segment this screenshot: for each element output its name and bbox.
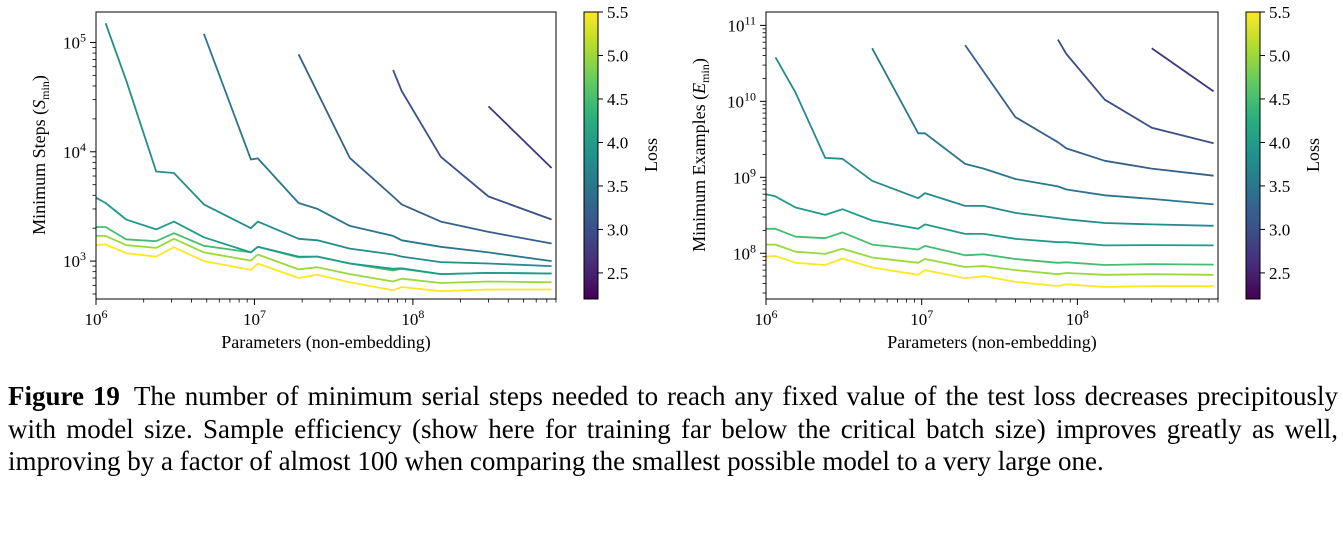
steps-chart: 106 107 108 103 104 105 Parameters (non-embed… [29, 3, 661, 353]
steps-colorbar-ticks: 2.5 3.0 3.5 4.0 4.5 5.0 5.5 [598, 3, 628, 283]
examples-y-label-main: Minimum Examples ( [689, 94, 710, 252]
examples-series-line-6 [964, 44, 1214, 177]
steps-axis-ticks: 106 107 108 103 104 105 [63, 30, 557, 329]
examples-colorbar-label: Loss [1303, 138, 1323, 172]
steps-y-label-end: ) [29, 75, 50, 81]
steps-y-label-sub: min [38, 81, 52, 100]
steps-plot-frame [95, 11, 557, 300]
figure-number: Figure 19 [8, 381, 120, 411]
examples-plot-frame [765, 11, 1219, 300]
steps-y-label-main: Minimum Steps ( [29, 109, 50, 235]
examples-chart: 106 107 108 108 109 1010 1011 Parameters (non-… [689, 3, 1323, 353]
steps-series-line-1 [96, 234, 552, 284]
steps-y-label-symbol: S [29, 100, 49, 109]
figure-panels: 106 107 108 103 104 105 Parameters (non-embed… [29, 3, 1323, 353]
examples-x-tick-label-1: 107 [910, 307, 933, 329]
examples-colorbar-tick-label-1: 3.0 [1269, 220, 1290, 239]
examples-series-line-1 [766, 243, 1214, 276]
steps-y-tick-label-0: 103 [63, 249, 86, 271]
examples-colorbar-ticks: 2.5 3.0 3.5 4.0 4.5 5.0 5.5 [1260, 3, 1290, 283]
examples-colorbar-tick-label-0: 2.5 [1269, 264, 1290, 283]
steps-series-line-7 [392, 69, 552, 221]
examples-colorbar: 2.5 3.0 3.5 4.0 4.5 5.0 5.5 Loss [1245, 3, 1323, 300]
steps-colorbar-tick-label-3: 4.0 [607, 133, 628, 152]
examples-colorbar-tick-label-3: 4.0 [1269, 133, 1290, 152]
examples-colorbar-gradient [1245, 11, 1261, 300]
steps-colorbar: 2.5 3.0 3.5 4.0 4.5 5.0 5.5 Loss [583, 3, 661, 300]
steps-series-line-4 [104, 22, 552, 267]
steps-series-line-2 [96, 226, 552, 276]
steps-colorbar-label: Loss [641, 138, 661, 172]
examples-y-tick-label-2: 1010 [727, 89, 756, 111]
steps-y-tick-label-1: 104 [63, 140, 86, 162]
examples-x-axis-label: Parameters (non-embedding) [887, 332, 1096, 353]
examples-colorbar-tick-label-4: 4.5 [1269, 90, 1290, 109]
steps-x-tick-label-2: 108 [401, 307, 424, 329]
steps-colorbar-gradient [583, 11, 599, 300]
examples-series-line-8 [1151, 47, 1215, 93]
steps-x-tick-label-0: 106 [85, 307, 108, 329]
examples-y-tick-label-0: 108 [733, 241, 756, 263]
examples-colorbar-tick-label-6: 5.5 [1269, 3, 1290, 22]
examples-y-label-symbol: E [689, 83, 709, 95]
steps-colorbar-tick-label-2: 3.5 [607, 177, 628, 196]
examples-series-group [765, 39, 1215, 288]
examples-series-line-7 [1057, 39, 1214, 145]
steps-x-axis-label: Parameters (non-embedding) [221, 332, 430, 353]
steps-y-tick-label-2: 105 [63, 30, 86, 52]
examples-y-axis-label: Minimum Examples (Emin) [689, 58, 712, 252]
examples-axis-ticks: 106 107 108 108 109 1010 1011 [727, 13, 1219, 329]
steps-series-line-3 [95, 196, 552, 276]
examples-series-line-0 [765, 255, 1214, 288]
examples-colorbar-tick-label-2: 3.5 [1269, 177, 1290, 196]
steps-series-line-8 [487, 105, 553, 169]
figure-caption: Figure 19 The number of minimum serial st… [8, 380, 1338, 478]
steps-colorbar-tick-label-0: 2.5 [607, 264, 628, 283]
examples-y-tick-label-3: 1011 [727, 13, 756, 35]
steps-series-group [95, 22, 553, 293]
steps-colorbar-tick-label-1: 3.0 [607, 220, 628, 239]
steps-x-tick-label-1: 107 [243, 307, 266, 329]
examples-y-tick-label-1: 109 [733, 165, 756, 187]
caption-text: The number of minimum serial steps neede… [8, 381, 1338, 476]
steps-series-line-0 [95, 243, 552, 293]
steps-series-line-6 [297, 53, 552, 245]
examples-x-tick-label-2: 108 [1066, 307, 1089, 329]
examples-series-line-4 [774, 56, 1214, 227]
examples-series-line-2 [766, 227, 1214, 266]
examples-series-line-5 [871, 47, 1214, 206]
steps-series-line-5 [203, 33, 552, 262]
steps-colorbar-tick-label-4: 4.5 [607, 90, 628, 109]
steps-colorbar-tick-label-6: 5.5 [607, 3, 628, 22]
steps-colorbar-tick-label-5: 5.0 [607, 46, 628, 65]
examples-y-label-end: ) [689, 58, 710, 64]
examples-x-tick-label-0: 106 [755, 307, 778, 329]
steps-y-axis-label: Minimum Steps (Smin) [29, 75, 52, 235]
examples-series-line-3 [765, 193, 1214, 247]
examples-colorbar-tick-label-5: 5.0 [1269, 46, 1290, 65]
examples-y-label-sub: min [698, 64, 712, 83]
